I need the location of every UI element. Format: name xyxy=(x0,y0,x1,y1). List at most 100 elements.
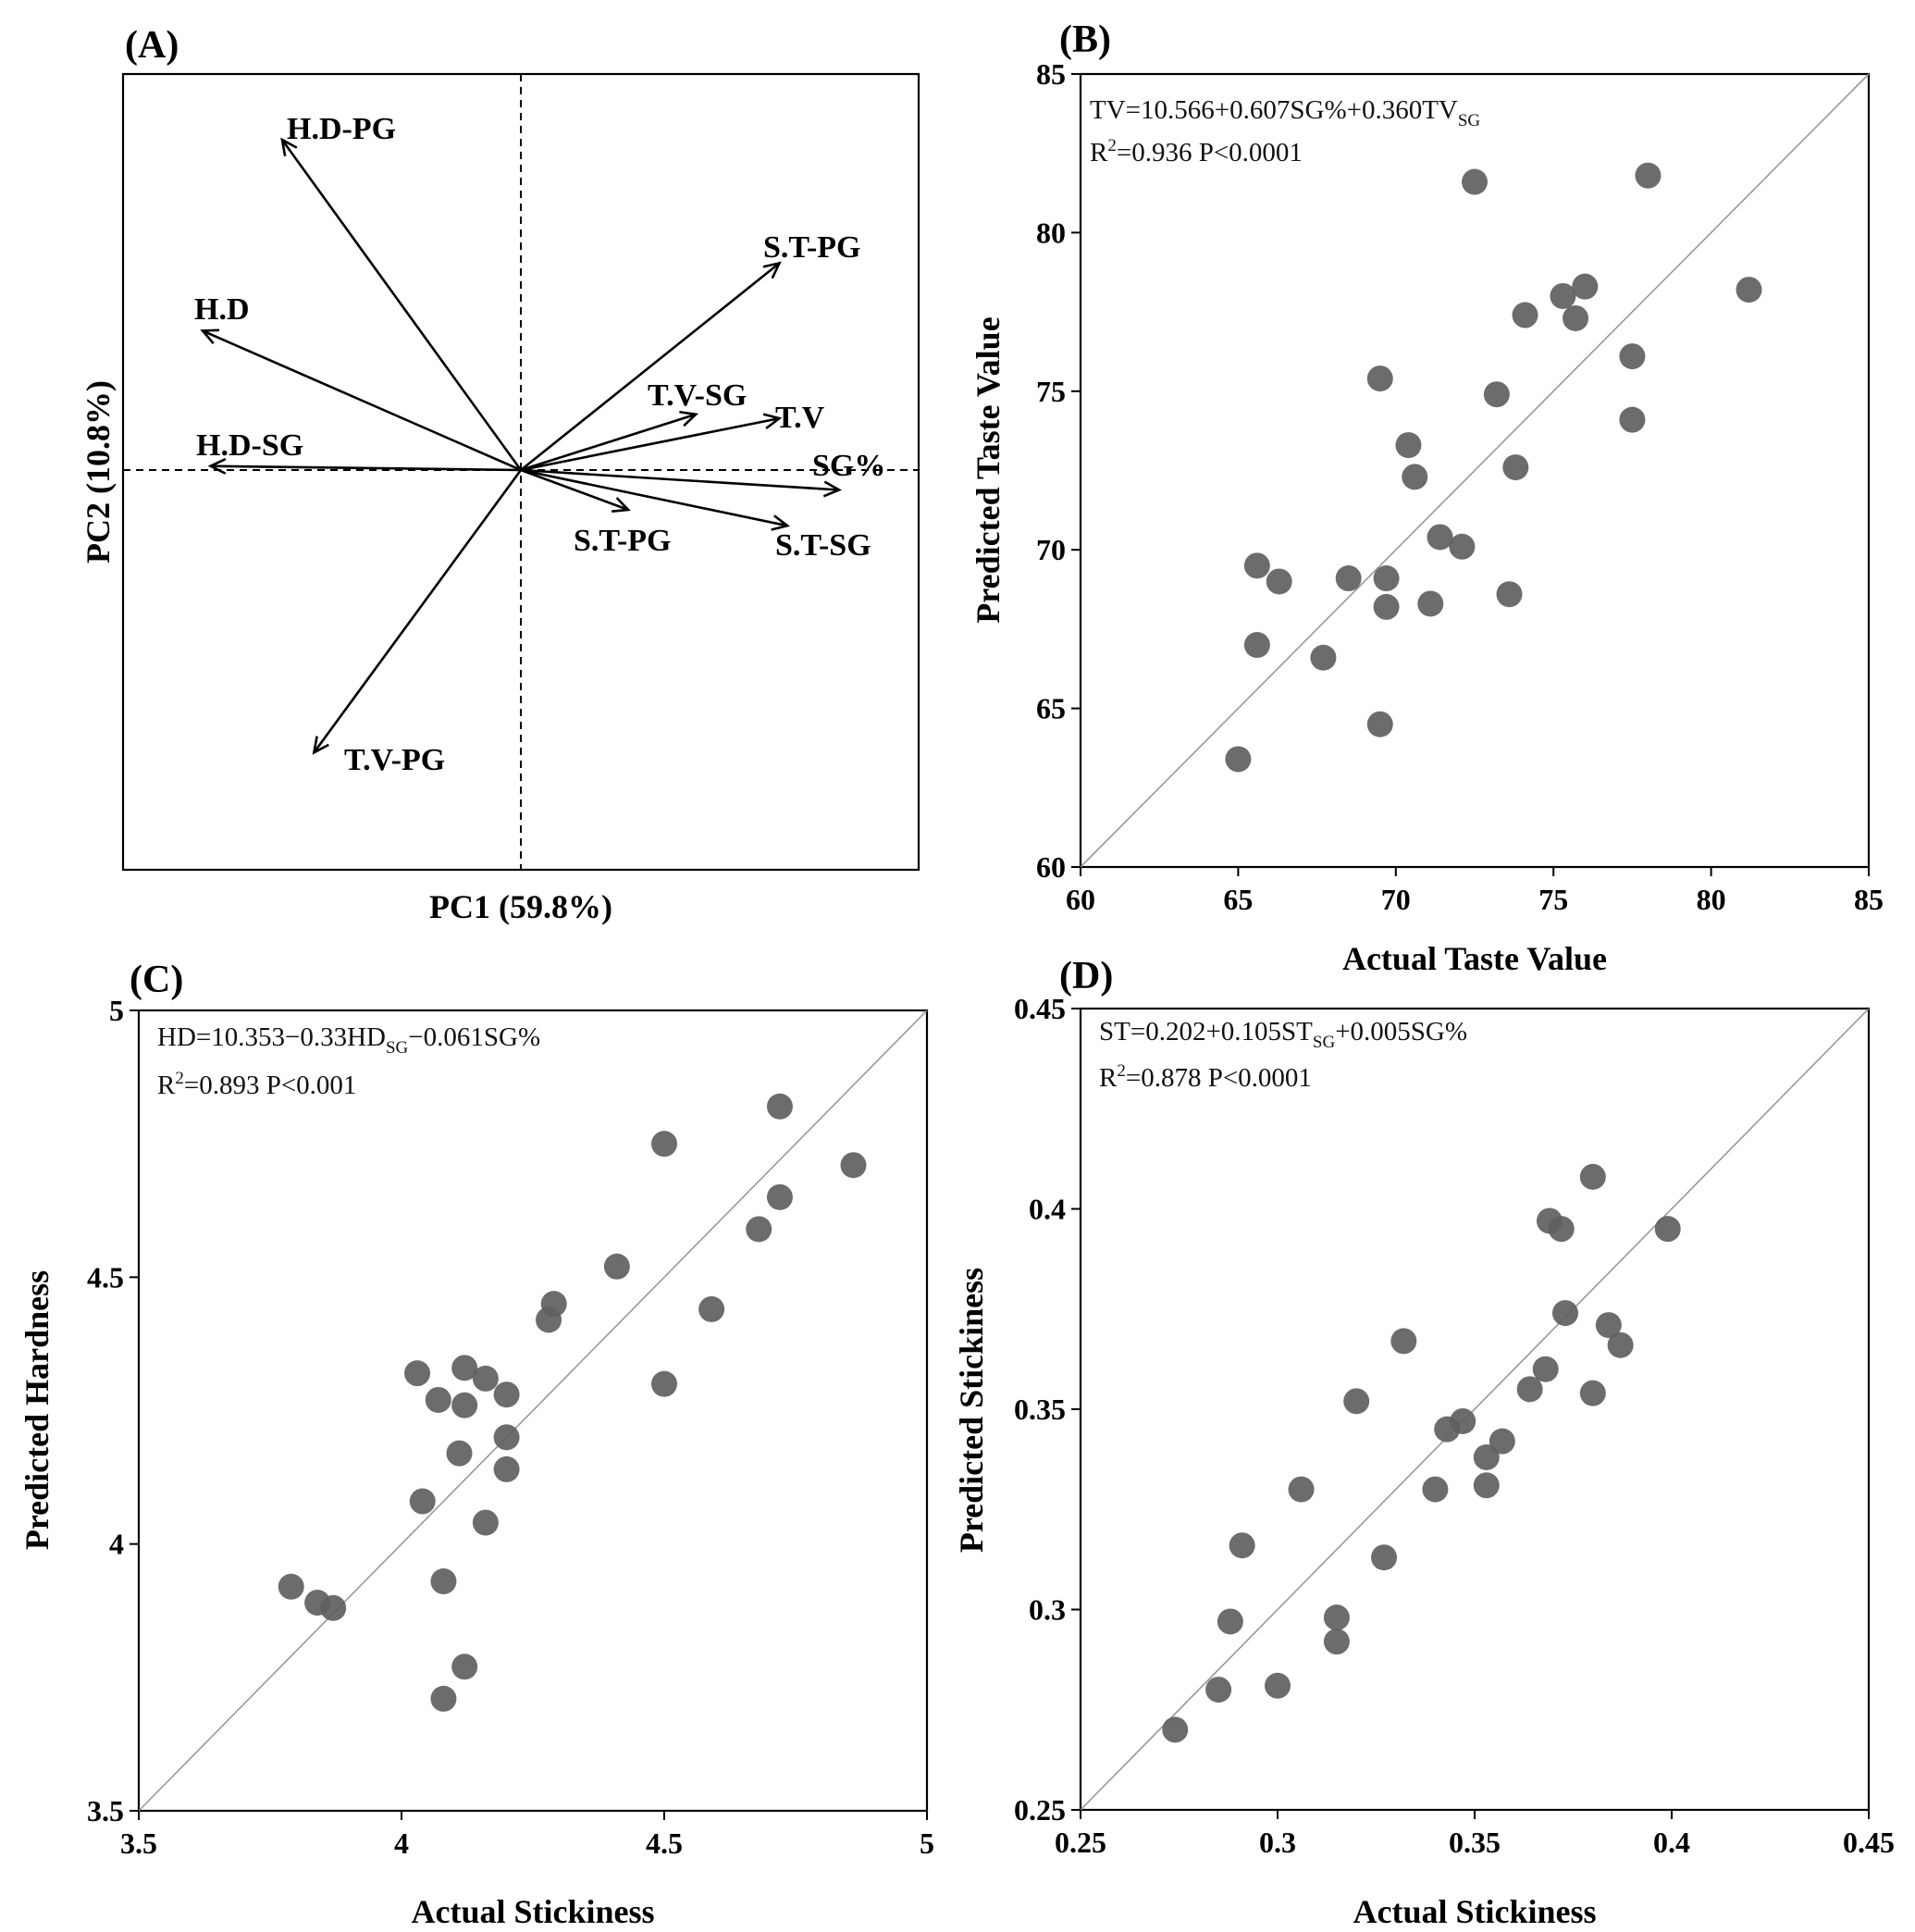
x-tick-label: 4 xyxy=(394,1827,409,1860)
x-tick-label: 5 xyxy=(920,1827,934,1860)
scatter-point xyxy=(1449,533,1476,560)
panel-d-y-axis-title: Predicted Stickiness xyxy=(953,1268,990,1553)
biplot-vector xyxy=(280,139,523,471)
scatter-point xyxy=(493,1455,520,1482)
scatter-point xyxy=(1205,1677,1232,1703)
biplot-vector-label: S.T-PG xyxy=(574,524,672,558)
panel-c-y-axis-title: Predicted Hardness xyxy=(19,1270,56,1550)
scatter-point xyxy=(493,1424,520,1451)
scatter-point xyxy=(1489,1428,1515,1455)
panel-b-r2-prefix: R xyxy=(1090,138,1108,167)
panel-d-identity-line xyxy=(1080,1008,1870,1811)
scatter-point xyxy=(1402,464,1428,490)
scatter-point xyxy=(1162,1716,1189,1743)
scatter-point xyxy=(451,1355,478,1381)
biplot-arrowhead xyxy=(822,480,842,498)
scatter-point xyxy=(451,1653,478,1680)
panel-a-label: (A) xyxy=(125,24,179,67)
panel-a-x-axis-title: PC1 (59.8%) xyxy=(429,888,612,925)
scatter-point xyxy=(698,1295,725,1322)
panel-d-equation-tail: +0.005SG% xyxy=(1335,1017,1467,1046)
panel-d-label: (D) xyxy=(1059,955,1113,997)
scatter-point xyxy=(651,1131,677,1158)
scatter-point xyxy=(1373,565,1400,592)
panel-b-x-ticks: 60 65 70 75 80 85 xyxy=(1066,867,1884,916)
scatter-point xyxy=(1266,568,1292,595)
panel-d-r2-superscript: 2 xyxy=(1117,1061,1126,1081)
biplot-vector-label: H.D-SG xyxy=(196,428,303,463)
panel-b-r-squared: R2=0.936 P<0.0001 xyxy=(1090,136,1303,167)
panel-b-y-axis-title: Predicted Taste Value xyxy=(970,316,1007,623)
scatter-point xyxy=(1225,746,1252,773)
panel-c-r2-value: =0.893 P<0.001 xyxy=(184,1071,357,1100)
y-tick-label: 65 xyxy=(1036,692,1066,725)
scatter-point xyxy=(451,1392,478,1418)
biplot-vector xyxy=(520,468,840,491)
scatter-point xyxy=(1483,381,1510,408)
biplot-arrowhead xyxy=(312,736,329,755)
panel-c-equation-tail: −0.061SG% xyxy=(408,1022,540,1052)
biplot-arrowhead xyxy=(612,497,631,514)
biplot-vector-label: T.V xyxy=(775,401,825,435)
x-tick-label: 65 xyxy=(1223,883,1253,916)
panel-b-equation-main: TV=10.566+0.607SG%+0.360TV xyxy=(1090,95,1458,125)
scatter-point xyxy=(1390,1328,1417,1355)
panel-c-identity-line xyxy=(138,1009,928,1812)
scatter-point xyxy=(1579,1163,1606,1190)
scatter-point xyxy=(320,1594,347,1621)
y-tick-label: 80 xyxy=(1036,216,1066,249)
scatter-point xyxy=(1427,524,1453,551)
scatter-point xyxy=(1395,432,1422,459)
biplot-arrowhead xyxy=(762,413,783,429)
scatter-point xyxy=(540,1291,567,1318)
panel-b-r2-superscript: 2 xyxy=(1107,136,1117,155)
scatter-point xyxy=(1572,273,1599,300)
panel-c-equation-subscript: SG xyxy=(386,1038,409,1058)
y-tick-label: 4.5 xyxy=(87,1260,124,1294)
panel-b-label: (B) xyxy=(1059,19,1111,61)
panel-c-frame xyxy=(137,1009,929,1813)
panel-d: (D) 0.25 0.3 0.35 0.4 0.45 0.25 0.3 0.35 0.4 0.4… xyxy=(953,955,1895,1930)
scatter-point xyxy=(1417,590,1444,617)
x-tick-label: 80 xyxy=(1697,883,1726,916)
panel-b: (B) 60 65 70 75 80 85 60 65 70 75 80 85 TV=10.566+… xyxy=(970,19,1884,977)
biplot-vector xyxy=(520,416,780,472)
panel-a-y-axis-title: PC2 (10.8%) xyxy=(80,380,117,564)
panel-d-points xyxy=(1162,1163,1681,1743)
panel-b-points xyxy=(1225,162,1762,773)
scatter-point xyxy=(840,1152,867,1179)
x-tick-label: 4.5 xyxy=(646,1827,683,1860)
scatter-point xyxy=(1563,304,1589,331)
biplot-vector xyxy=(520,262,781,472)
x-tick-label: 0.4 xyxy=(1653,1826,1690,1859)
x-tick-label: 85 xyxy=(1854,883,1884,916)
scatter-point xyxy=(1595,1312,1622,1339)
panel-c-r2-superscript: 2 xyxy=(175,1069,184,1088)
y-tick-label: 0.3 xyxy=(1029,1593,1066,1627)
scatter-point xyxy=(651,1370,677,1397)
y-tick-label: 0.35 xyxy=(1014,1393,1066,1426)
scatter-point xyxy=(1335,565,1362,592)
panel-d-equation-subscript: SG xyxy=(1313,1033,1336,1052)
panel-b-y-ticks: 60 65 70 75 80 85 xyxy=(1036,57,1081,884)
biplot-vector-label: H.D xyxy=(194,292,250,327)
biplot-vector xyxy=(520,468,629,512)
biplot-arrowhead xyxy=(762,261,782,279)
scatter-point xyxy=(1473,1443,1500,1470)
scatter-point xyxy=(1654,1216,1681,1243)
scatter-point xyxy=(404,1360,431,1387)
x-tick-label: 70 xyxy=(1381,883,1411,916)
scatter-point xyxy=(409,1488,436,1515)
scatter-point xyxy=(1550,282,1576,309)
scatter-point xyxy=(766,1093,793,1120)
panel-d-equation: ST=0.202+0.105STSG+0.005SG% xyxy=(1099,1017,1467,1052)
biplot-vector xyxy=(520,468,788,527)
panel-c-x-ticks: 3.5 4 4.5 5 xyxy=(120,1811,934,1860)
panel-b-x-axis-title: Actual Taste Value xyxy=(1342,940,1607,977)
panel-a: (A) H.D-PG H.D H.D-SG T.V-PG S.T-PG T.V-SG T.V… xyxy=(80,24,920,925)
scatter-point xyxy=(1343,1388,1370,1415)
biplot-vector xyxy=(520,413,697,472)
y-tick-label: 0.4 xyxy=(1029,1193,1066,1226)
panel-c-y-ticks: 3.5 4 4.5 5 xyxy=(87,994,139,1827)
